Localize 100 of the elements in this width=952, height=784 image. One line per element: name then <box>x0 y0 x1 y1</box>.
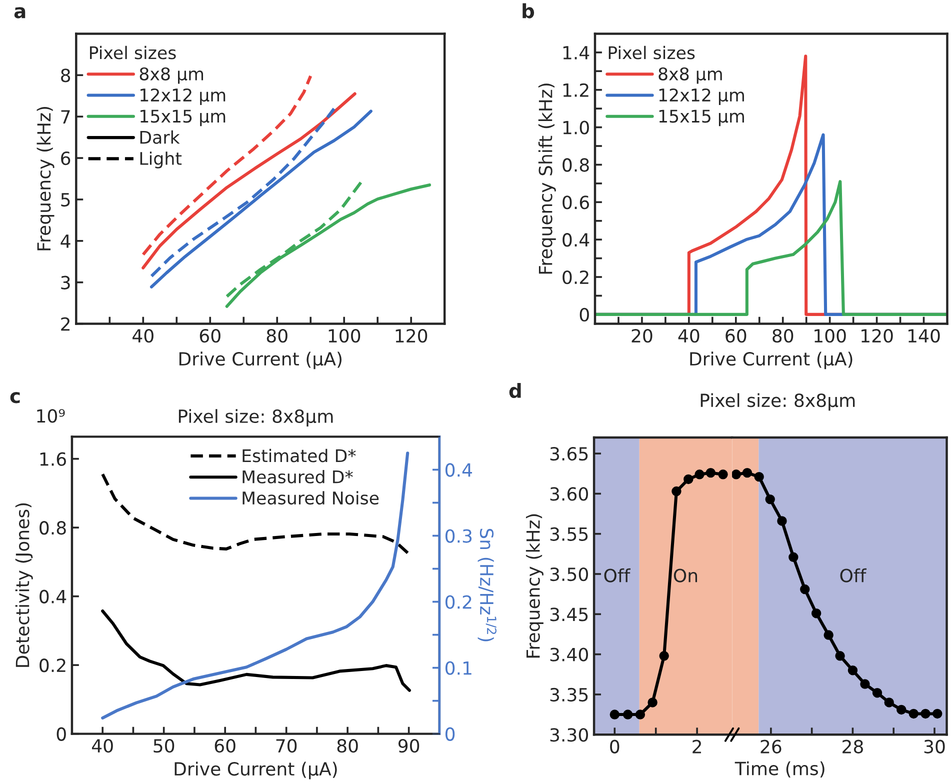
point <box>659 651 669 661</box>
band-label: Off <box>840 568 867 582</box>
point <box>860 679 870 689</box>
legend-label: 8x8 μm <box>658 67 722 84</box>
y-tick-label: 0.8 <box>40 521 66 535</box>
point <box>872 688 882 698</box>
point <box>694 470 704 480</box>
line-series <box>595 180 948 316</box>
x-axis-title: Drive Current (μA) <box>179 352 342 370</box>
x-tick-label: 80 <box>266 328 288 343</box>
y-tick-label: 0.4 <box>562 233 590 247</box>
point <box>788 552 798 562</box>
y2-tick-label: 0 <box>445 727 455 741</box>
y-tick-label: 3.40 <box>550 648 588 662</box>
y-tick-label: 1.0 <box>563 120 589 134</box>
point <box>932 708 942 719</box>
x-tick-label: 40 <box>92 739 113 753</box>
x-tick-label: 60 <box>726 328 746 343</box>
point <box>908 708 919 719</box>
y-tick-label: 1.6 <box>40 452 66 466</box>
point <box>718 470 728 480</box>
y-tick-label: 1.2 <box>563 83 588 97</box>
text: a <box>14 7 26 18</box>
y-tick-label: 4 <box>60 234 70 248</box>
y-tick-label: 3.65 <box>550 446 588 461</box>
line-series <box>225 183 432 308</box>
y-tick-label: 1.4 <box>563 46 590 60</box>
x-tick-label: 120 <box>862 328 893 343</box>
x-tick-label: 100 <box>814 328 846 343</box>
x-axis-title: Drive Current (μA) <box>690 352 852 370</box>
legend-title: Pixel sizes <box>90 46 176 60</box>
x-tick-label: 40 <box>132 328 154 343</box>
point <box>896 704 906 715</box>
x-tick-label: 120 <box>396 328 428 343</box>
point <box>884 698 894 708</box>
x-tick-label: 80 <box>337 739 358 753</box>
x-tick-label: 0 <box>610 740 620 754</box>
point <box>765 494 775 504</box>
y2-tick-label: 0.2 <box>445 595 472 609</box>
y-tick-label: 0.6 <box>562 196 590 210</box>
legend-label: Measured Noise <box>242 491 379 505</box>
x-axis-title: Time (ms) <box>734 761 824 778</box>
x-tick-label: 28 <box>842 740 863 754</box>
point <box>610 710 620 720</box>
legend-label: 12x12 μm <box>140 88 226 105</box>
x-axis-title: Drive Current (μA) <box>174 762 337 780</box>
y-tick-label: 3.50 <box>550 567 588 582</box>
y2-tick-label: 0.1 <box>445 661 472 675</box>
y-tick-label: 3.30 <box>550 728 588 742</box>
point <box>824 630 834 640</box>
y-tick-label: 2 <box>61 317 70 331</box>
x-tick-label: 70 <box>276 739 297 753</box>
chart-title: Pixel size: 8x8μm <box>178 409 333 427</box>
y-tick-label: 5 <box>61 193 70 207</box>
y2-tick-label: 0.4 <box>445 463 472 477</box>
y-tick-label: 3.55 <box>550 527 588 541</box>
band-label: Off <box>604 568 631 582</box>
y-tick-label: 3.35 <box>550 688 588 702</box>
x-tick-label: 90 <box>398 739 420 753</box>
legend-title: Pixel sizes <box>608 46 695 60</box>
y-tick-label: 8 <box>61 68 70 82</box>
band-label: On <box>674 568 698 582</box>
x-tick-label: 26 <box>760 740 782 754</box>
point <box>622 710 633 720</box>
x-tick-label: 100 <box>328 328 360 343</box>
point <box>648 698 658 708</box>
y-tick-label: 3.45 <box>550 608 588 622</box>
legend-label: 12x12 μm <box>659 88 744 105</box>
y2-axis-title: Sn (Hz/Hz$^{1/2}$) <box>478 528 496 642</box>
x-tick-label: 140 <box>908 328 940 343</box>
legend-label: 15x15 μm <box>659 110 744 126</box>
y-tick-label: 0.4 <box>40 590 66 604</box>
text: c <box>10 392 20 404</box>
line-series <box>101 609 411 692</box>
text: b <box>522 3 534 18</box>
point <box>684 474 694 484</box>
point <box>706 468 716 478</box>
y-tick-label: 0 <box>580 308 589 322</box>
point <box>742 468 752 478</box>
x-tick-label: 20 <box>632 328 652 343</box>
text: 10⁹ <box>37 409 65 423</box>
y2-tick-label: 0.3 <box>445 529 472 543</box>
y-axis-title: Frequency (kHz) <box>36 107 54 250</box>
y-tick-label: 0.8 <box>562 158 589 172</box>
y-tick-label: 3 <box>61 276 70 290</box>
x-tick-label: 2 <box>692 740 701 754</box>
point <box>777 516 787 526</box>
text: d <box>509 382 521 398</box>
annotation: Light <box>140 152 182 168</box>
point <box>672 486 682 496</box>
legend-label: Measured D* <box>242 470 353 484</box>
y-tick-label: 0.2 <box>40 658 66 672</box>
annotation: Dark <box>140 130 180 144</box>
x-tick-label: 30 <box>924 740 945 754</box>
point <box>754 472 764 482</box>
y-axis-title: Frequency (kHz) <box>526 514 544 658</box>
point <box>835 651 845 661</box>
legend-label: Estimated D* <box>242 448 356 462</box>
x-tick-label: 80 <box>772 328 794 343</box>
point <box>800 584 810 594</box>
